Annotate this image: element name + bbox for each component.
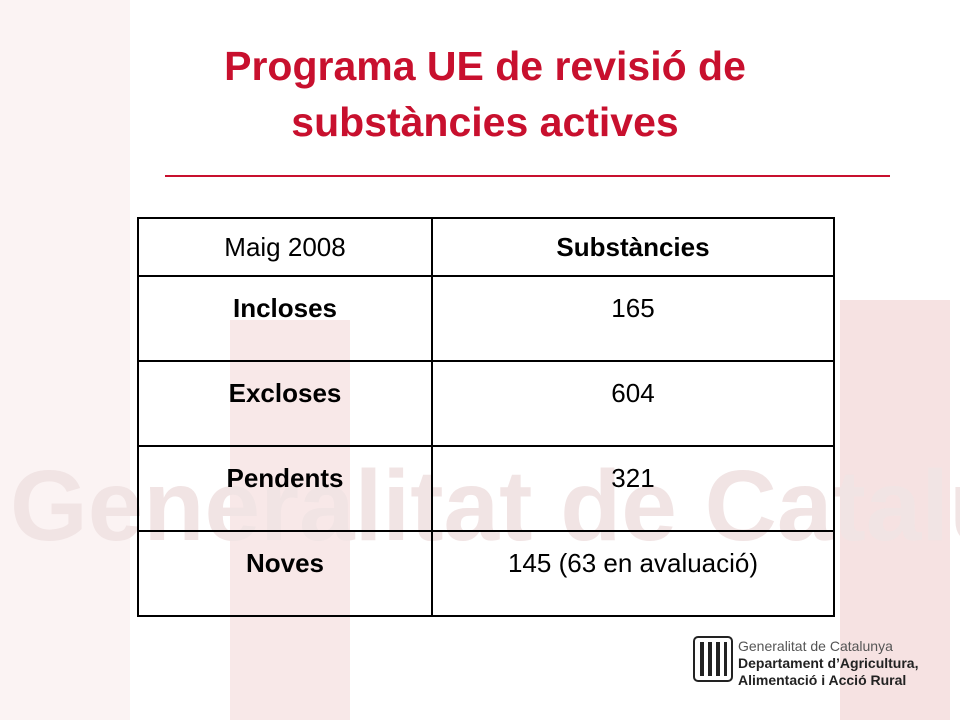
row-label: Noves [137, 530, 433, 617]
data-table: Maig 2008 Substàncies Incloses 165 Exclo… [137, 217, 835, 617]
table-row: Pendents 321 [137, 445, 835, 532]
row-label: Excloses [137, 360, 433, 447]
table-header: Maig 2008 Substàncies [137, 217, 835, 277]
logo-icon [693, 636, 733, 682]
logo-stripe [708, 642, 712, 676]
title-rule [165, 175, 890, 177]
table-row: Noves 145 (63 en avaluació) [137, 530, 835, 617]
logo-stripe [724, 642, 727, 676]
logo-line: Generalitat de Catalunya [738, 638, 893, 654]
row-value: 145 (63 en avaluació) [431, 530, 835, 617]
logo-stripe [716, 642, 720, 676]
row-value: 165 [431, 275, 835, 362]
watermark-shape [840, 300, 950, 720]
slide-title: Programa UE de revisió de substàncies ac… [60, 38, 910, 150]
title-line: Programa UE de revisió de [224, 43, 746, 89]
row-label: Pendents [137, 445, 433, 532]
row-value: 321 [431, 445, 835, 532]
logo-line: Departament d’Agricultura, [738, 655, 919, 671]
logo-stripe [700, 642, 704, 676]
row-label: Incloses [137, 275, 433, 362]
title-line: substàncies actives [291, 99, 679, 145]
row-value: 604 [431, 360, 835, 447]
logo-line: Alimentació i Acció Rural [738, 672, 907, 688]
logo-frame [693, 636, 733, 682]
table-row: Excloses 604 [137, 360, 835, 447]
header-cell: Maig 2008 [137, 217, 433, 277]
header-cell: Substàncies [431, 217, 835, 277]
watermark-band [0, 0, 130, 720]
table-row: Incloses 165 [137, 275, 835, 362]
logo-text: Generalitat de Catalunya Departament d’A… [738, 638, 918, 689]
